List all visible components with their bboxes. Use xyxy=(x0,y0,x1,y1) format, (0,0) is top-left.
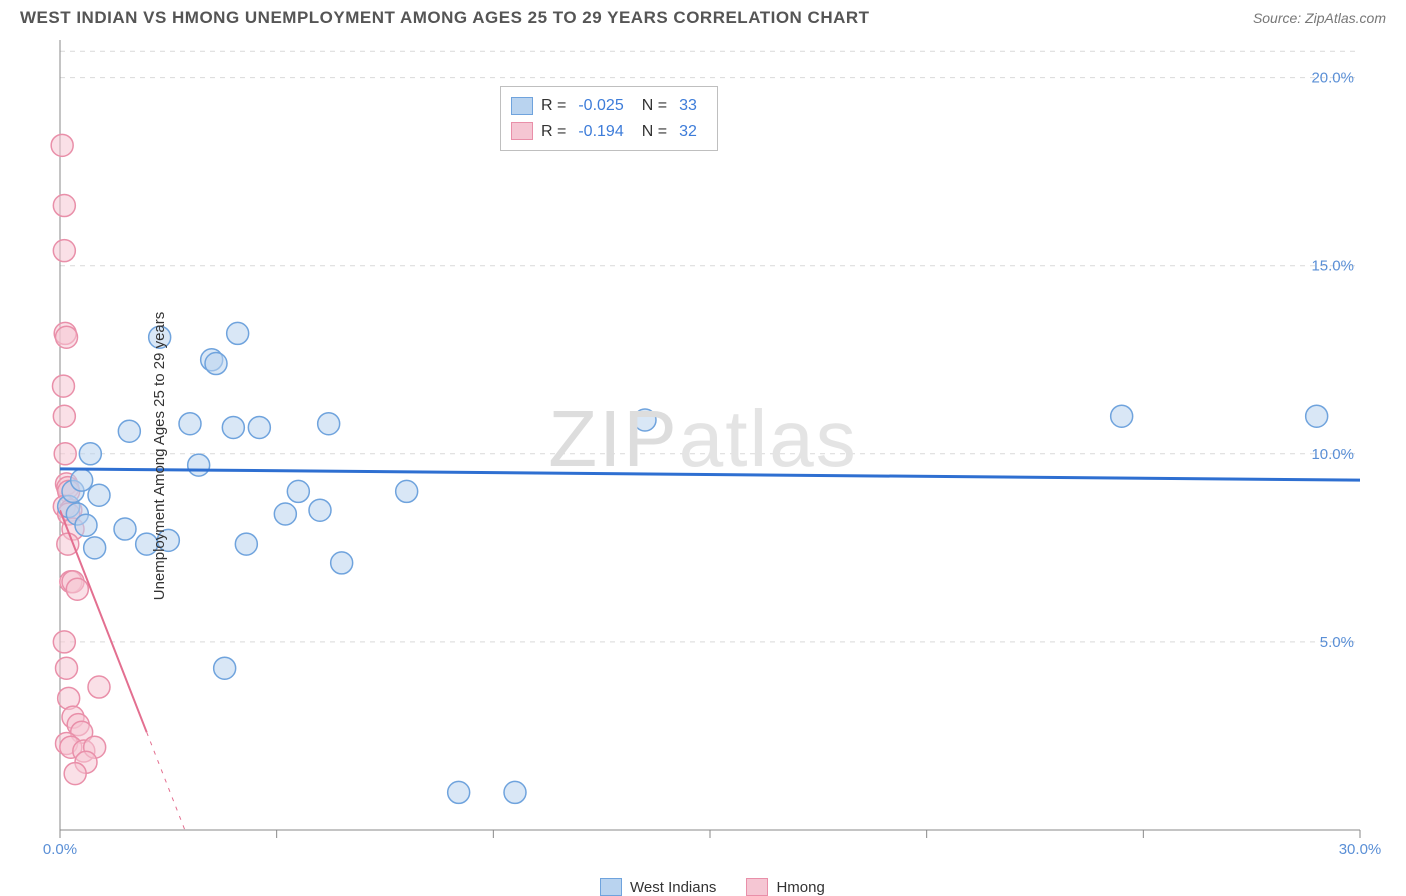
svg-text:0.0%: 0.0% xyxy=(43,841,77,858)
scatter-chart: 5.0% 10.0% 15.0% 20.0% 0.0% 30.0% xyxy=(20,40,1386,872)
n-value: 32 xyxy=(679,119,697,145)
r-value: -0.025 xyxy=(578,93,623,119)
series-legend: West Indians Hmong xyxy=(600,878,825,896)
legend-swatch xyxy=(511,122,533,140)
svg-text:15.0%: 15.0% xyxy=(1311,258,1354,275)
stats-legend: R = -0.025 N = 33 R = -0.194 N = 32 xyxy=(500,86,718,151)
svg-text:5.0%: 5.0% xyxy=(1320,634,1354,651)
legend-item: West Indians xyxy=(600,878,716,896)
y-axis-label: Unemployment Among Ages 25 to 29 years xyxy=(151,312,168,601)
svg-text:20.0%: 20.0% xyxy=(1311,70,1354,87)
stats-row: R = -0.025 N = 33 xyxy=(511,93,707,119)
source-label: Source: ZipAtlas.com xyxy=(1253,10,1386,26)
legend-item: Hmong xyxy=(746,878,824,896)
n-label: N = xyxy=(642,93,667,119)
legend-label: West Indians xyxy=(630,879,716,896)
svg-text:10.0%: 10.0% xyxy=(1311,446,1354,463)
legend-swatch xyxy=(511,97,533,115)
r-label: R = xyxy=(541,93,566,119)
svg-text:30.0%: 30.0% xyxy=(1339,841,1382,858)
stats-row: R = -0.194 N = 32 xyxy=(511,119,707,145)
chart-title: WEST INDIAN VS HMONG UNEMPLOYMENT AMONG … xyxy=(20,8,870,28)
legend-swatch xyxy=(600,878,622,896)
legend-label: Hmong xyxy=(776,879,824,896)
n-value: 33 xyxy=(679,93,697,119)
header: WEST INDIAN VS HMONG UNEMPLOYMENT AMONG … xyxy=(0,0,1406,32)
chart-area: Unemployment Among Ages 25 to 29 years Z… xyxy=(20,40,1386,872)
legend-swatch xyxy=(746,878,768,896)
n-label: N = xyxy=(642,119,667,145)
r-label: R = xyxy=(541,119,566,145)
r-value: -0.194 xyxy=(578,119,623,145)
